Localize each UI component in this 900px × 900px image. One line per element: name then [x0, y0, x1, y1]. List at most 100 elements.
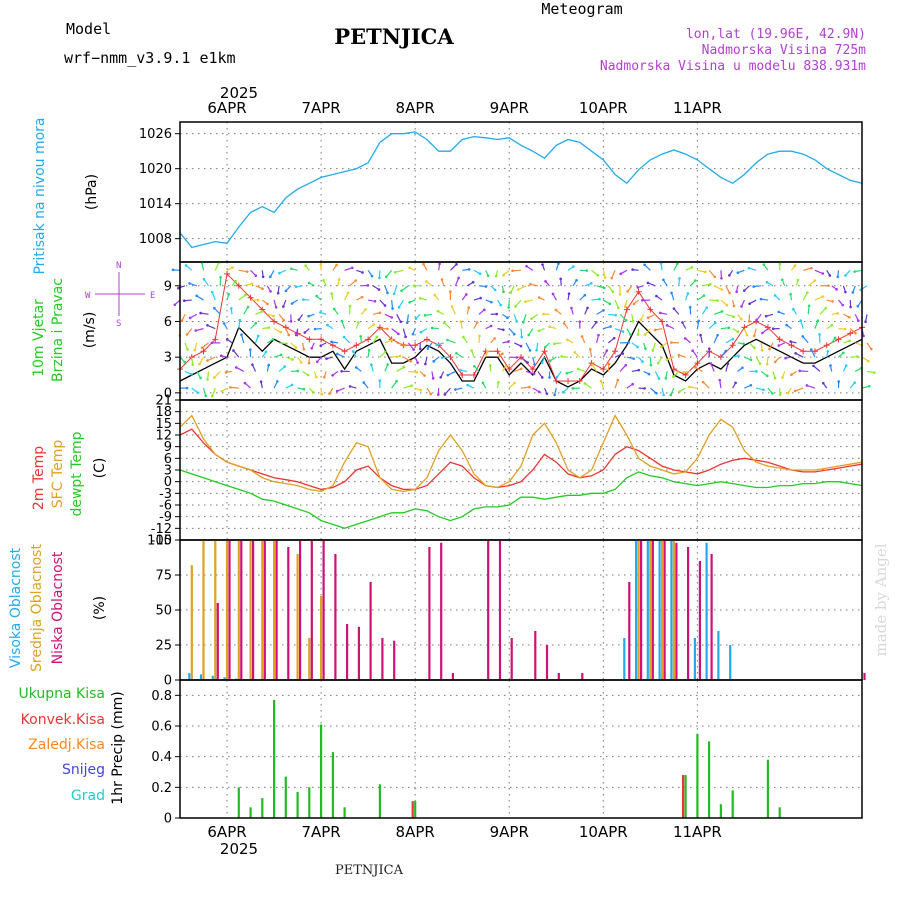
wind-arrowhead [219, 354, 223, 358]
wind-arrowhead [686, 292, 690, 295]
bottom-year-label: 2025 [220, 840, 258, 858]
wind-arrowhead [762, 388, 765, 392]
wind-arrowhead [360, 295, 364, 299]
wind-arrowhead [289, 320, 293, 323]
wind-arrowhead [572, 265, 575, 268]
gust-marker [635, 288, 642, 295]
wind-arrowhead [367, 348, 371, 352]
wind-arrowhead [705, 306, 709, 309]
wind-arrowhead [219, 275, 222, 279]
wind-arrow [584, 383, 592, 389]
wind-arrowhead [873, 371, 876, 374]
wind-arrow [649, 357, 652, 366]
top-day-label: 11APR [673, 99, 722, 117]
clouds-bar [705, 542, 708, 680]
gust-marker [823, 342, 830, 349]
wind-arrow [213, 371, 221, 378]
wind-arrowhead [502, 328, 505, 332]
wind-arrowhead [655, 391, 658, 395]
wind-arrowhead [483, 308, 486, 312]
clouds-bar [188, 673, 191, 680]
wind-arrowhead [405, 321, 409, 325]
wind-arrowhead [446, 373, 450, 377]
y-tick-label: 0.6 [151, 720, 172, 735]
wind-arrowhead [285, 342, 288, 345]
wind-arrow [647, 282, 656, 287]
wind-arrowhead [419, 330, 423, 334]
wind-arrowhead [494, 274, 498, 278]
wind-arrowhead [643, 387, 646, 390]
wind-arrowhead [204, 394, 208, 398]
wind-arrow [702, 381, 710, 389]
wind-arrowhead [442, 321, 446, 325]
wind-arrowhead [683, 337, 687, 340]
wind-arrowhead [245, 270, 249, 273]
wind-arrowhead [747, 266, 751, 270]
wind-arrowhead [662, 278, 665, 282]
wind-arrowhead [244, 293, 247, 297]
wind-arrowhead [509, 291, 513, 294]
y-tick-label: 6 [164, 315, 172, 330]
gust-marker [224, 270, 231, 277]
wind-arrowhead [415, 371, 419, 374]
wind-arrowhead [732, 304, 736, 308]
wind-arrow [236, 366, 245, 372]
y-tick-label: 3 [164, 351, 172, 366]
wind-arrowhead [646, 281, 650, 285]
wind-arrowhead [796, 278, 800, 282]
wind-arrowhead [639, 318, 643, 321]
wind-arrowhead [773, 376, 777, 380]
wind-arrow [402, 328, 407, 337]
wind-arrowhead [194, 329, 198, 332]
wind-arrowhead [636, 345, 639, 349]
wind-arrow [349, 280, 357, 287]
gust-marker [776, 336, 783, 343]
wind-arrowhead [742, 289, 746, 292]
wind-arrowhead [636, 333, 640, 336]
wind-arrowhead [752, 334, 756, 338]
model-label: Model [66, 20, 111, 38]
y-tick-label: 100 [147, 534, 172, 549]
wind-arrowhead [490, 300, 493, 304]
wind-arrowhead [331, 373, 334, 377]
wind-arrowhead [348, 305, 352, 308]
wind-arrowhead [279, 330, 282, 334]
wind-arrowhead [513, 381, 516, 385]
wind-arrowhead [410, 384, 413, 387]
wind-arrow [806, 384, 816, 389]
gust-marker [306, 336, 313, 343]
wind-arrowhead [665, 324, 669, 327]
wind-arrowhead [583, 293, 587, 297]
wind-arrowhead [720, 277, 723, 280]
clouds-bar [393, 640, 396, 680]
wind-arrowhead [438, 262, 441, 266]
gust-marker [506, 366, 513, 373]
wind-arrowhead [818, 333, 821, 336]
wind-arrow [799, 370, 809, 373]
wind-arrowhead [475, 321, 479, 324]
wind-arrow [814, 269, 824, 275]
wind-arrowhead [443, 393, 447, 396]
wind-arrowhead [777, 310, 780, 314]
wind-arrowhead [805, 384, 809, 387]
wind-arrowhead [171, 268, 175, 272]
clouds-ylabel: Visoka Oblacnost Srednja Oblacnost Niska… [8, 544, 108, 672]
wind-arrowhead [256, 298, 260, 302]
clouds-bar [225, 540, 229, 680]
wind-arrow [195, 328, 204, 332]
wind-arrowhead [454, 388, 457, 391]
wind-arrowhead [392, 292, 396, 296]
wind-arrowhead [511, 269, 514, 273]
wind-arrowhead [213, 376, 216, 379]
wind-arrowhead [764, 314, 768, 318]
wind-ylabel: 10m Vjetar Brzina i Pravac (m/s) N S W E [31, 261, 155, 382]
clouds-bar [646, 540, 649, 680]
wind-arrowhead [681, 321, 684, 324]
clouds-bar [487, 540, 490, 680]
wind-arrowhead [411, 332, 415, 336]
wind-arrowhead [393, 270, 397, 274]
wind-arrowhead [296, 369, 300, 373]
wind-arrowhead [553, 393, 556, 397]
wind-arrowhead [792, 307, 795, 311]
